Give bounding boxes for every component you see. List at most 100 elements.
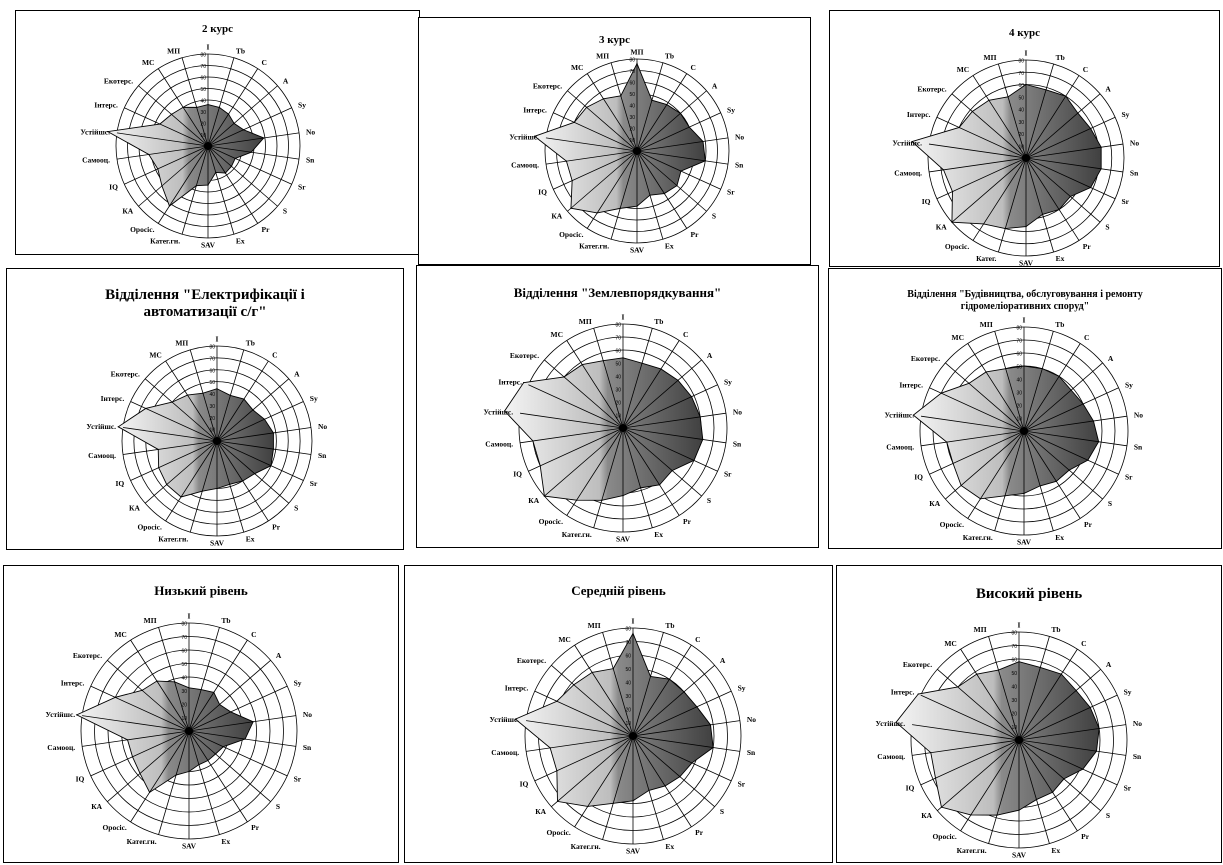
axis-label: Sr [298,183,306,192]
axis-label: S [712,211,716,220]
axis-label: I [207,43,210,52]
center-dot [213,437,221,445]
data-point [215,171,217,174]
tick-label: 30 [625,694,631,700]
axis-label: Sn [306,156,315,165]
tick-label: 80 [1011,631,1017,637]
center-dot [633,147,641,155]
axis-spoke [622,359,702,429]
axis-label: Екотерс. [917,85,946,94]
axis-spoke [1018,668,1101,741]
axis-label: IQ [520,779,529,788]
axis-spoke [622,412,726,429]
data-point [114,696,116,698]
data-point [219,703,221,706]
axis-spoke [593,328,624,429]
axis-spoke [116,145,209,160]
axis-spoke [1025,157,1124,173]
axis-spoke [1018,648,1078,741]
axis-label: Ex [221,837,230,846]
chart-title: 2 курс [202,23,233,35]
axis-label: C [1081,639,1086,648]
data-point [200,688,202,691]
axis-spoke [1023,331,1054,432]
axis-label: Ex [236,236,245,245]
axis-label: Устійшс. [80,127,110,136]
axis-spoke [1025,157,1101,223]
axis-spoke [636,150,721,190]
axis-spoke [928,157,1027,173]
data-point [1082,768,1084,770]
axis-spoke [207,145,278,207]
axis-label: SAV [1017,538,1032,547]
tick-label: 60 [615,349,621,355]
data-point [1095,750,1098,752]
axis-label: Оросіс. [539,517,563,526]
axis-label: Sr [294,774,302,783]
data-point [1023,365,1025,367]
axis-spoke [216,401,304,442]
axis-label: МП [974,625,987,634]
axis-spoke [586,150,638,229]
axis-spoke [566,340,624,429]
axis-label: Устійшс. [876,719,906,728]
axis-label: IQ [906,783,915,792]
axis-spoke [551,664,634,737]
data-point [218,106,220,108]
tick-label: 30 [629,115,635,121]
axis-label: I [622,313,625,322]
axis-label: No [1134,411,1143,420]
data-point [960,484,962,487]
axis-label: МС [114,630,127,639]
axis-spoke [610,62,638,152]
axis-spoke [602,735,634,840]
tick-label: 40 [629,104,635,110]
data-point [988,99,990,101]
data-point [1065,95,1067,97]
data-point [117,426,119,428]
data-point [951,221,953,223]
data-point [934,777,937,779]
data-point [207,184,209,186]
data-point [704,160,706,162]
chart-panel-land-management: Відділення "Землевпорядкування" 10 20 30 40… [416,265,819,548]
data-point [1039,485,1041,487]
data-point [1058,375,1060,377]
data-point [207,104,209,106]
data-point [202,392,204,394]
tick-label: 30 [1018,120,1024,126]
axis-label: Sy [1125,380,1133,389]
data-point [1055,480,1057,482]
chart-panel-low-level: Низький рівень 10 20 30 40 50 60 70 80 I Тb C A Sy No… [3,565,399,863]
axis-spoke [553,150,638,190]
axis-label: S [1105,222,1109,231]
axis-label: Тb [1051,625,1060,634]
chart-panel-high-level: Високий рівень 10 20 30 40 50 60 70 80 I Тb C A Sy No… [836,565,1222,863]
tick-label: 10 [625,721,631,727]
data-point [663,192,665,195]
tick-label: 60 [625,654,631,660]
axis-spoke [124,145,209,185]
axis-label: A [1106,660,1112,669]
data-point [1089,706,1091,709]
data-point [227,113,230,115]
axis-spoke [526,735,634,752]
axis-label: C [251,630,256,639]
axis-label: МП [588,621,601,630]
axis-spoke [1025,157,1116,200]
axis-spoke [960,648,1020,741]
chart-panel-construction: Відділення "Будівництва, обслуговування … [828,268,1222,549]
axis-label: No [733,408,742,417]
axis-spoke [920,694,1020,741]
data-point [1035,798,1038,801]
axis-label: I [632,617,635,626]
axis-label: SAV [182,842,197,851]
data-point [1100,146,1102,148]
tick-label: 50 [1016,365,1022,371]
axis-label: S [1108,499,1112,508]
tick-label: 60 [1018,83,1024,89]
data-point [620,95,622,97]
data-point [175,774,177,776]
axis-label: Оросіс. [546,828,570,837]
data-point [166,483,168,486]
